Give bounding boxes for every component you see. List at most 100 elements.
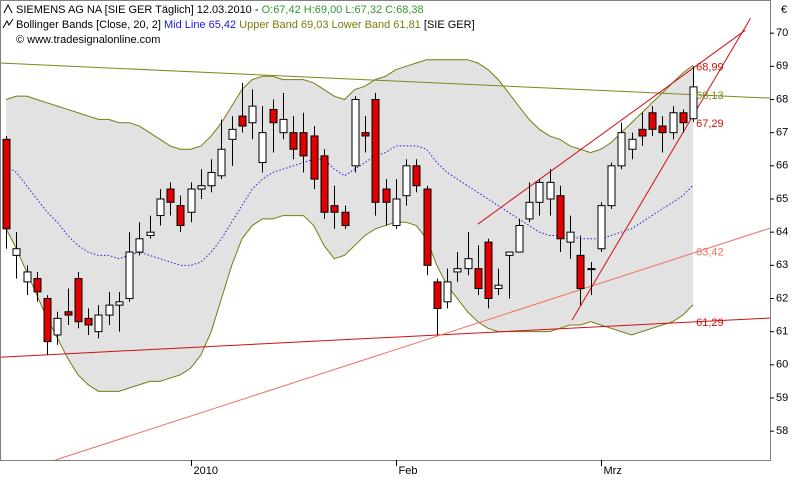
candle-body <box>64 311 73 316</box>
candle-body <box>125 251 134 299</box>
candle-body <box>382 188 391 203</box>
header-text: © www.tradesignalonline.com <box>16 34 160 46</box>
y-tick-label: 67 <box>776 127 788 139</box>
candle-body <box>402 165 411 197</box>
y-tick-label: 66 <box>776 160 788 172</box>
candle-body <box>443 281 452 303</box>
candle-body <box>156 198 165 217</box>
candle-body <box>546 181 555 200</box>
x-tick-label: Feb <box>399 465 418 477</box>
y-tick-label: 64 <box>776 226 788 238</box>
candle-body <box>94 314 103 333</box>
trend-line <box>55 227 771 461</box>
y-tick-label: 61 <box>776 326 788 338</box>
trend-line <box>571 17 751 321</box>
candle-body <box>628 138 637 150</box>
trend-label: 68,99 <box>696 62 724 74</box>
candle-body <box>33 278 42 293</box>
trend-label: 61,29 <box>696 317 724 329</box>
candle-body <box>392 198 401 227</box>
candle-body <box>556 195 565 240</box>
candle-body <box>423 188 432 266</box>
trend-label: 63,42 <box>696 246 724 258</box>
x-tick-label: 2010 <box>194 465 218 477</box>
candle-body <box>679 112 688 124</box>
header-line: Bollinger Bands [Close, 20, 2] Mid Line … <box>16 19 475 31</box>
candle-body <box>330 205 339 213</box>
trend-label: 67,29 <box>696 118 724 130</box>
candle-body <box>217 148 226 177</box>
y-tick-label: 59 <box>776 392 788 404</box>
y-tick-label: 62 <box>776 292 788 304</box>
candle-body <box>515 225 524 253</box>
candle-body <box>187 188 196 213</box>
header-line: © www.tradesignalonline.com <box>16 34 160 46</box>
candle-body <box>453 268 462 273</box>
header-text: Bollinger Bands [Close, 20, 2] <box>16 19 164 31</box>
candle-body <box>43 297 52 343</box>
candle-body <box>84 317 93 326</box>
x-tick-label: Mrz <box>604 465 622 477</box>
candle-body <box>669 112 678 134</box>
candle-body <box>289 132 298 150</box>
candle-body <box>576 254 585 290</box>
candle-body <box>617 132 626 167</box>
candle-body <box>238 115 247 127</box>
y-tick-label: 58 <box>776 425 788 437</box>
candle-body <box>607 165 616 207</box>
candle-body <box>638 128 647 137</box>
header-text: [SIE GER] <box>424 19 475 31</box>
candle-body <box>587 268 596 271</box>
trend-line <box>477 29 746 225</box>
trend-label: 68,13 <box>696 90 724 102</box>
candle-body <box>341 211 350 227</box>
candle-body <box>105 304 114 316</box>
candle-body <box>361 132 370 137</box>
candle-body <box>166 188 175 203</box>
candle-body <box>299 132 308 157</box>
candle-body <box>505 251 514 256</box>
candle-body <box>484 241 493 299</box>
candle-body <box>648 112 657 130</box>
header-text: O:67,42 H:69,00 L:67,32 C:68,38 <box>262 4 424 16</box>
candle-body <box>494 284 503 290</box>
header-line: SIEMENS AG NA [SIE GER Täglich] 12.03.20… <box>16 4 424 16</box>
candle-body <box>146 231 155 236</box>
candle-body <box>371 98 380 203</box>
candle-body <box>351 98 360 167</box>
candle-body <box>433 281 442 309</box>
y-tick-label: 60 <box>776 359 788 371</box>
candle-body <box>464 258 473 270</box>
candle-body <box>207 171 216 187</box>
y-tick-label: 63 <box>776 259 788 271</box>
candle-body <box>412 165 421 187</box>
candle-body <box>228 128 237 140</box>
band-line <box>5 215 694 392</box>
header-icon <box>3 3 13 14</box>
candle-body <box>258 132 267 164</box>
candle-body <box>658 125 667 134</box>
y-tick-label: 65 <box>776 193 788 205</box>
candle-body <box>474 268 483 290</box>
candle-body <box>12 248 21 256</box>
candle-body <box>535 181 544 203</box>
candle-body <box>269 108 278 124</box>
plot-border <box>0 0 771 461</box>
candle-body <box>566 231 575 243</box>
candle-body <box>320 155 329 213</box>
header-text: Mid Line 65,42 <box>164 19 239 31</box>
candle-body <box>279 118 288 134</box>
header-text: Upper Band 69,03 Lower Band 61,81 <box>239 19 424 31</box>
band-line <box>5 59 694 154</box>
candle-body <box>597 205 606 250</box>
trend-line <box>0 317 771 358</box>
y-tick-label: 70 <box>776 27 788 39</box>
candle-body <box>115 301 124 306</box>
candle-body <box>525 201 534 220</box>
candle-body <box>2 138 11 230</box>
candle-body <box>176 205 185 227</box>
y-tick-label: 68 <box>776 93 788 105</box>
header-text: SIEMENS AG NA [SIE GER Täglich] 12.03.20… <box>16 4 262 16</box>
candle-body <box>23 271 32 283</box>
